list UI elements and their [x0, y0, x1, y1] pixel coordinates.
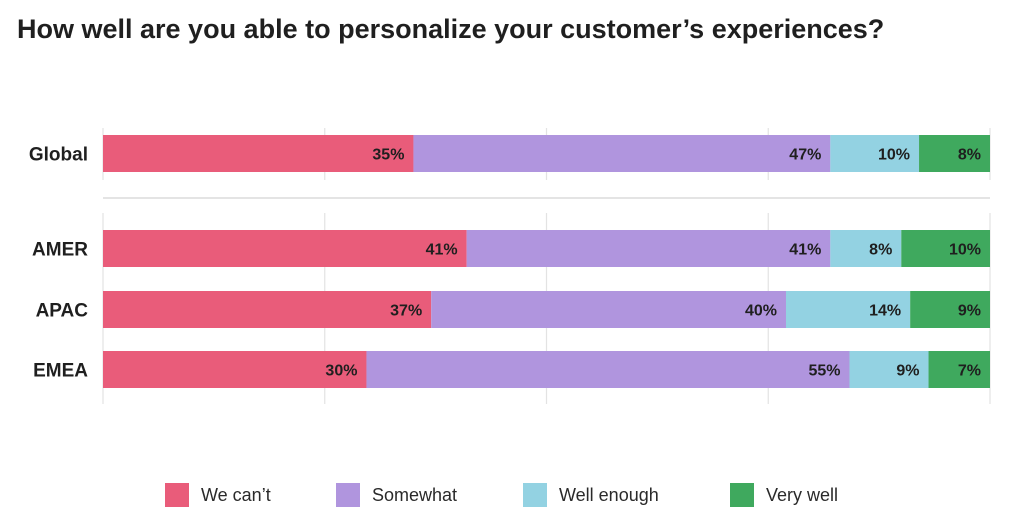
legend-swatch — [165, 483, 189, 507]
bar-apac-very-well — [910, 291, 990, 328]
legend-item-very-well: Very well — [730, 481, 838, 509]
legend-label: Somewhat — [372, 484, 458, 505]
bar-amer-very-well — [901, 230, 990, 267]
bar-emea-somewhat — [366, 351, 850, 388]
category-label-amer: AMER — [32, 240, 88, 261]
bar-emea-we-can-t — [103, 351, 367, 388]
legend-label: We can’t — [201, 484, 271, 505]
bar-apac-we-can-t — [103, 291, 432, 328]
legend-swatch — [523, 483, 547, 507]
category-label-apac: APAC — [36, 301, 89, 322]
data-label: 9% — [958, 303, 981, 320]
data-label: 37% — [390, 303, 422, 320]
data-label: 41% — [789, 242, 821, 259]
data-label: 10% — [949, 242, 981, 259]
data-label: 47% — [789, 147, 821, 164]
data-label: 35% — [372, 147, 404, 164]
bar-emea-very-well — [928, 351, 990, 388]
legend-label: Well enough — [559, 484, 659, 505]
data-label: 7% — [958, 363, 981, 380]
legend-item-well-enough: Well enough — [523, 481, 659, 509]
category-labels: Global AMER APAC EMEA — [29, 145, 88, 382]
data-label: 14% — [869, 303, 901, 320]
bar-apac-well-enough — [785, 291, 911, 328]
bar-amer-well-enough — [830, 230, 902, 267]
category-label-emea: EMEA — [33, 361, 88, 382]
data-label: 40% — [745, 303, 777, 320]
legend-swatch — [730, 483, 754, 507]
data-label: 8% — [869, 242, 892, 259]
legend: We can’t Somewhat Well enough Very well — [0, 481, 1015, 511]
bar-global-we-can-t — [103, 135, 414, 172]
bar-global-very-well — [919, 135, 990, 172]
legend-swatch — [336, 483, 360, 507]
bar-global-well-enough — [830, 135, 920, 172]
bar-global-somewhat — [413, 135, 831, 172]
bar-apac-somewhat — [431, 291, 786, 328]
category-label-global: Global — [29, 145, 88, 166]
bar-segments: 35% 47% 10% 8% 41% 41% 8% 10% 37% 40% 14% 9% 30% 55% 9… — [103, 135, 990, 388]
data-label: 10% — [878, 147, 910, 164]
data-label: 30% — [325, 363, 357, 380]
chart-title: How well are you able to personalize you… — [17, 14, 885, 44]
data-label: 9% — [896, 363, 919, 380]
legend-item-we-cant: We can’t — [165, 481, 271, 509]
bar-emea-well-enough — [849, 351, 929, 388]
legend-item-somewhat: Somewhat — [336, 481, 457, 509]
legend-label: Very well — [766, 484, 839, 505]
bar-amer-we-can-t — [103, 230, 467, 267]
stacked-bar-chart: 35% 47% 10% 8% 41% 41% 8% 10% 37% 40% 14% 9% 30% 55% 9… — [29, 128, 991, 404]
bar-amer-somewhat — [466, 230, 831, 267]
data-label: 55% — [808, 363, 840, 380]
data-label: 8% — [958, 147, 981, 164]
data-label: 41% — [426, 242, 458, 259]
